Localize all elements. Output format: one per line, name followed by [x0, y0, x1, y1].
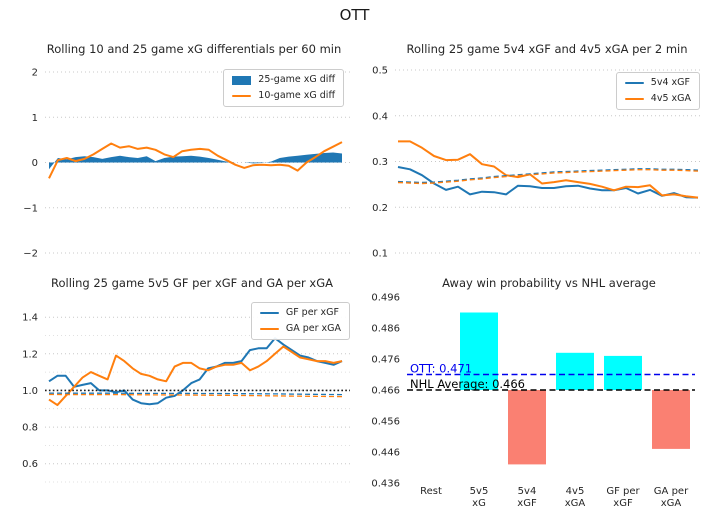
legend-label: 5v4 xGF	[650, 77, 690, 88]
legend-label: GA per xGA	[285, 323, 341, 334]
win-probability-plot: 0.496 0.486 0.476 0.466 0.456 0.446 0.436 Rest 5…	[371, 293, 695, 509]
legend: GF per xGF GA per xGA	[250, 302, 350, 340]
series-25-game-xg-diff	[49, 152, 342, 170]
x-tick-label: xGF	[613, 498, 633, 509]
x-tick-label: xG	[472, 498, 486, 509]
legend: 5v4 xGF 4v5 xGA	[615, 72, 700, 110]
ott-annotation: OTT: 0.471	[410, 362, 472, 376]
legend-label: 4v5 xGA	[650, 93, 691, 104]
special-teams-plot: 0.5 0.4 0.3 0.2 0.1	[372, 66, 700, 260]
y-tick-label: 2	[32, 68, 38, 79]
bar-5v5-xg	[460, 312, 498, 390]
legend: 25-game xG diff 10-game xG diff	[223, 69, 344, 107]
figure-title: OTT	[339, 6, 370, 24]
reference-line-3	[49, 392, 343, 396]
x-tick-label: xGA	[565, 498, 586, 509]
y-tick-label: 0.5	[372, 66, 388, 77]
chart-title: Rolling 25 game 5v5 GF per xGF and GA pe…	[51, 276, 333, 290]
y-tick-label: 0.466	[371, 386, 400, 397]
y-tick-label: 0.4	[372, 111, 388, 122]
legend-swatch	[259, 311, 279, 315]
y-tick-label: 1.2	[22, 349, 38, 360]
y-tick-label: 0.1	[372, 249, 388, 260]
legend-swatch	[232, 75, 252, 85]
series-10-game-xg-diff	[48, 141, 343, 179]
x-tick-label: 5v5	[470, 486, 489, 497]
legend-swatch	[624, 81, 644, 85]
chart-special-teams-panel: 0.5 0.4 0.3 0.2 0.1 Rolling 25 game 5v4 xGF …	[355, 38, 709, 268]
chart-title: Rolling 25 game 5v4 xGF and 4v5 xGA per …	[406, 42, 688, 56]
reference-line-4	[48, 393, 343, 398]
nhl-average-annotation: NHL Average: 0.466	[410, 377, 525, 391]
x-tick-label: GA per	[654, 486, 689, 497]
chart-xg-differentials-panel: 2 1 0 −1 −2 Rolling 10 and 25 game xG differ…	[0, 38, 355, 268]
legend-entry-5v4-xgf: 5v4 xGF	[624, 77, 691, 89]
chart-win-probability-panel: 0.496 0.486 0.476 0.466 0.456 0.446 0.436 Rest 5…	[355, 272, 709, 525]
y-tick-label: 0.2	[372, 203, 388, 214]
x-tick-label: GF per	[606, 486, 640, 497]
x-tick-label: 4v5	[566, 486, 585, 497]
reference-line-3	[397, 168, 699, 185]
goals-per-expected-plot: 1.4 1.2 1.0 0.8 0.6	[22, 313, 350, 483]
y-tick-label: −1	[23, 203, 38, 214]
legend-label: GF per xGF	[285, 307, 339, 318]
legend-entry-gf-per-xgf: GF per xGF	[259, 307, 341, 319]
legend-entry-25-game-xg-diff: 25-game xG diff	[232, 74, 335, 86]
bar-4v5-xga	[556, 352, 594, 390]
bar-gf-per-xgf	[604, 355, 642, 390]
bar-5v4-xgf	[508, 390, 546, 465]
y-tick-label: 1	[32, 113, 38, 124]
y-tick-label: 0.476	[371, 355, 400, 366]
y-tick-label: 1.4	[22, 313, 38, 324]
y-tick-label: 0.496	[371, 293, 400, 304]
x-tick-label: 5v4	[518, 486, 537, 497]
legend-swatch	[232, 94, 252, 98]
y-tick-label: 0.8	[22, 423, 38, 434]
legend-swatch	[259, 327, 279, 331]
y-tick-label: 0.6	[22, 459, 38, 470]
legend-swatch	[624, 97, 644, 101]
legend-label: 10-game xG diff	[258, 90, 335, 101]
legend-label: 25-game xG diff	[258, 74, 335, 85]
x-tick-label: xGF	[517, 498, 537, 509]
chart-goals-per-expected-panel: 1.4 1.2 1.0 0.8 0.6 Rolling 25 game 5v5 GF p…	[0, 272, 355, 525]
y-tick-label: 1.0	[22, 386, 38, 397]
xg-differentials-plot: 2 1 0 −1 −2	[23, 68, 350, 260]
y-tick-label: −2	[23, 249, 38, 260]
y-tick-label: 0.456	[371, 417, 400, 428]
series-5v4-xgf	[397, 166, 699, 199]
legend-entry-10-game-xg-diff: 10-game xG diff	[232, 90, 335, 102]
series-gf-per-xgf	[48, 337, 343, 406]
y-tick-label: 0.436	[371, 479, 400, 490]
bar-ga-per-xga	[652, 390, 690, 449]
chart-title: Rolling 10 and 25 game xG differentials …	[46, 42, 342, 56]
series-4v5-xga	[398, 140, 699, 199]
legend-entry-4v5-xga: 4v5 xGA	[624, 93, 691, 105]
y-tick-label: 0.3	[372, 157, 388, 168]
chart-title: Away win probability vs NHL average	[442, 276, 656, 290]
legend-entry-ga-per-xga: GA per xGA	[259, 323, 341, 335]
y-tick-label: 0.446	[371, 448, 400, 459]
x-tick-label: xGA	[661, 498, 682, 509]
y-tick-label: 0.486	[371, 324, 400, 335]
reference-line-2	[397, 168, 699, 184]
x-tick-label: Rest	[420, 486, 442, 497]
series-ga-per-xga	[48, 345, 343, 407]
y-tick-label: 0	[32, 158, 38, 169]
